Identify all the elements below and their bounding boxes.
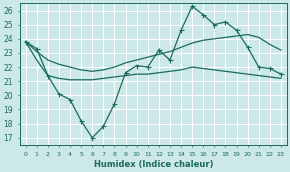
- X-axis label: Humidex (Indice chaleur): Humidex (Indice chaleur): [94, 159, 213, 169]
